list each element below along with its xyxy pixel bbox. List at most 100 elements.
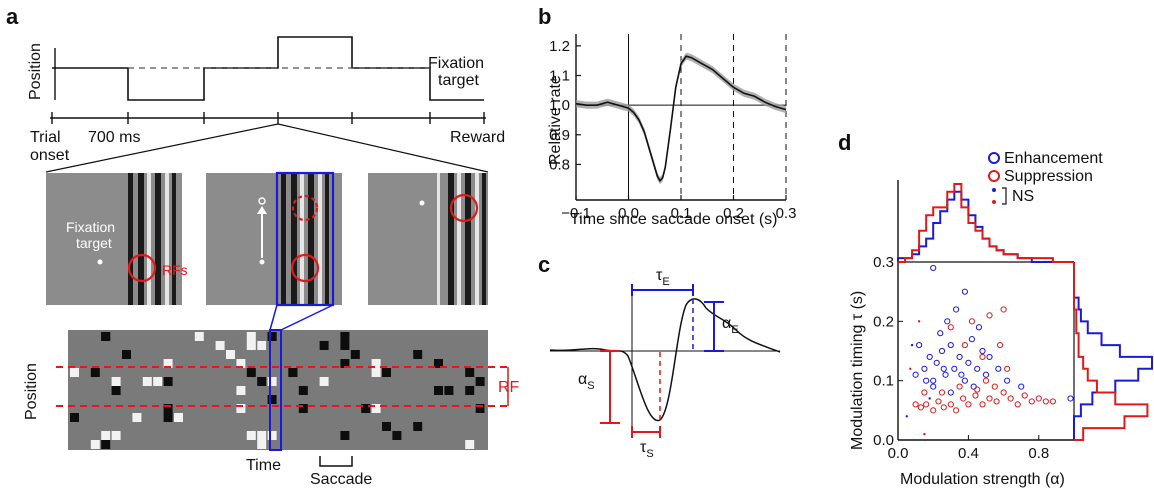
raster-square [174,413,183,422]
raster-square [434,359,443,368]
d-sup-point [968,318,976,325]
raster-square [350,350,360,359]
raster-square [340,431,350,440]
raster-square [70,413,79,422]
fixation-dot [97,259,103,265]
d-enh-point [944,318,951,325]
d-sup-point [923,401,930,408]
legend-enhancement: Enhancement [1004,150,1103,167]
d-ns-point [909,367,912,370]
d-enh-point [958,371,965,378]
d-sup-point [947,401,954,408]
d-sup-point [960,395,967,402]
raster-square [236,404,246,413]
d-sup-point [921,389,928,396]
d-enh-point [951,365,958,372]
d-sup-point [912,401,919,408]
raster-square [142,377,152,386]
panel-b-ylabel: Relative rate [547,75,564,165]
raster-square [465,440,475,449]
panel-b-xlabel: Time since saccade onset (s) [570,211,777,228]
raster-square [465,386,475,395]
tau-s-label: τS [640,439,654,460]
raster-square [382,368,391,377]
d-sup-point [1007,395,1014,402]
schematic-trace [549,298,781,422]
inset3-fixation-dot [419,200,425,206]
d-sup-point [993,398,1000,405]
raster-square [465,368,475,377]
d-ns-point [923,432,926,436]
saccade-label: Saccade [310,471,372,488]
raster-square [153,377,163,386]
d-hist-top-enh [897,190,1074,263]
d-sup-point [940,404,947,411]
raster-square [340,341,350,350]
d-ytick-label: 0.1 [873,373,894,390]
d-hist-top-sup [898,183,1074,263]
legend-ns: NS [1012,188,1034,205]
panel-d-xlabel: Modulation strength (α) [900,471,1065,488]
saccade-start-dot [259,259,265,265]
d-enh-point [930,377,937,384]
d-sup-point [965,401,972,408]
d-sup-point [935,398,942,405]
d-sup-point [972,392,979,399]
raster-square [288,368,298,377]
zoom-line-right [277,123,489,173]
d-ns-point [910,343,914,347]
b-ytick-label: 1.0 [549,97,570,114]
legend [988,152,1007,205]
d-ytick-label: 0.3 [873,254,894,271]
d-sup-point [986,395,993,402]
rfs-label: RFs [162,262,188,278]
raster-square [246,332,256,341]
raster-square [475,377,485,386]
raster-square [236,359,246,368]
d-sup-point [938,389,946,396]
raster-square [413,422,423,431]
raster-square [267,395,277,404]
panel-a-position-label: Position [27,43,44,100]
d-enh-point [956,353,963,361]
ms700-label: 700 ms [88,129,140,146]
alpha-e-label: αE [722,315,739,336]
raster-square [434,386,443,395]
raster-position-label: Position [23,363,40,420]
raster-square [267,377,277,386]
d-enh-point [916,341,923,349]
raster-square [257,341,267,350]
raster-square [340,359,350,368]
d-enh-point [961,377,968,384]
raster-square [226,350,235,359]
legend-suppression-marker [988,170,1000,182]
panel-a-label: a [6,4,19,29]
d-sup-point [947,324,954,331]
raster-square [371,404,381,413]
raster-square [215,341,225,350]
d-enh-point [926,353,933,361]
rf-circle [127,253,157,283]
d-enh-point [921,365,928,372]
d-enh-point [965,359,972,366]
raster-square [101,431,111,440]
raster-square [101,440,111,449]
time-label: Time [246,457,281,474]
fixation-target-label-1: Fixation [428,55,484,72]
b-xtick-label: 0.1 [671,205,692,222]
d-enh-point [938,347,946,355]
raster-square [319,341,329,350]
d-enh-point [961,288,968,295]
rf-label: RF [498,379,520,396]
raster-square [475,404,485,413]
saccade-bracket [319,456,353,467]
d-ytick-label: 0.2 [873,313,894,330]
d-enh-point [968,336,976,343]
b-ytick-label: 0.8 [549,156,570,173]
d-sup-point [917,404,924,411]
d-xtick-label: 0.4 [958,445,979,462]
d-ytick-label: 0.0 [873,432,894,449]
raster-square [70,368,79,377]
stimulus-inset-1 [46,173,182,305]
fixation-target-label-2: target [438,72,479,89]
